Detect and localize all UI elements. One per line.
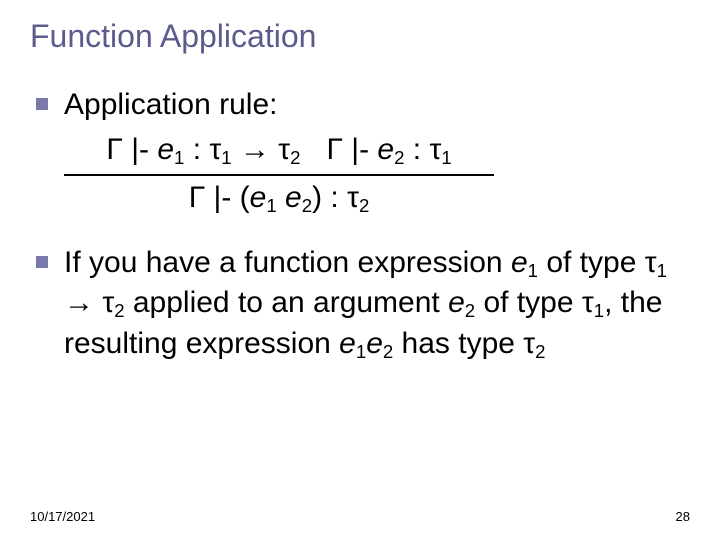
rule-conclusion: Γ |- (e1 e2) : τ2 [64, 178, 494, 219]
slide: Function Application Application rule: Γ… [0, 0, 720, 540]
rule-premises: Γ |- e1 : τ1 → τ2 Γ |- e2 : τ1 [64, 130, 494, 171]
inference-rule: Γ |- e1 : τ1 → τ2 Γ |- e2 : τ1 Γ |- (e1 e… [64, 130, 494, 219]
bullet-item-rule: Application rule: Γ |- e1 : τ1 → τ2Γ |- … [30, 85, 690, 219]
premise-1: Γ |- e1 : τ1 → τ2 [106, 133, 300, 166]
bullet-square-icon [36, 98, 48, 110]
bullet-item-explanation: If you have a function expression e1 of … [30, 243, 690, 365]
slide-title: Function Application [30, 18, 690, 55]
slide-footer: 10/17/2021 28 [30, 509, 690, 524]
bullet-content-rule: Application rule: Γ |- e1 : τ1 → τ2Γ |- … [64, 85, 494, 219]
rule-line [64, 174, 494, 176]
bullet-square-icon [36, 256, 48, 268]
footer-date: 10/17/2021 [30, 509, 95, 524]
premise-2: Γ |- e2 : τ1 [326, 133, 451, 166]
rule-label: Application rule: [64, 85, 494, 126]
footer-page-number: 28 [676, 509, 690, 524]
explanation-text: If you have a function expression e1 of … [64, 243, 690, 365]
